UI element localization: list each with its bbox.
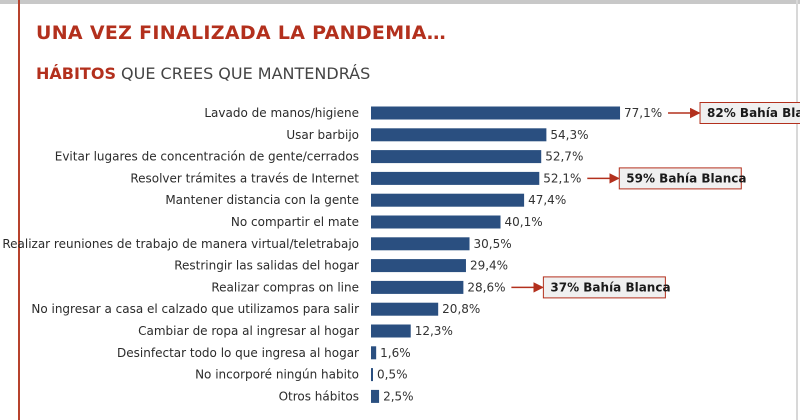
callout-box — [542, 276, 666, 299]
right-border — [796, 0, 798, 420]
value-label: 28,6% — [467, 280, 505, 294]
category-label: Otros hábitos — [279, 389, 359, 403]
category-label: Desinfectar todo lo que ingresa al hogar — [117, 346, 359, 360]
value-label: 47,4% — [528, 193, 566, 207]
bar — [371, 128, 547, 142]
value-label: 40,1% — [505, 215, 543, 229]
category-label: No ingresar a casa el calzado que utiliz… — [31, 302, 359, 316]
bar — [371, 171, 540, 185]
bar — [371, 106, 621, 120]
chart-subtitle: HÁBITOS QUE CREES QUE MANTENDRÁS — [36, 64, 370, 83]
category-label: Lavado de manos/higiene — [204, 106, 359, 120]
bar — [371, 193, 525, 207]
bar — [371, 237, 470, 251]
bar — [371, 302, 439, 316]
value-label: 52,1% — [543, 171, 581, 185]
value-label: 12,3% — [415, 324, 453, 338]
callout-label: 37% Bahía Blanca — [550, 280, 670, 294]
bar — [371, 324, 411, 338]
category-label: No compartir el mate — [231, 215, 359, 229]
value-label: 30,5% — [474, 237, 512, 251]
callout-label: 82% Bahía Blanca — [707, 106, 800, 120]
bar — [371, 259, 466, 273]
category-label: Restringir las salidas del hogar — [174, 259, 359, 273]
top-border — [0, 0, 800, 4]
bar — [371, 215, 501, 229]
value-label: 52,7% — [545, 150, 583, 164]
bar — [371, 346, 377, 360]
callout-box — [699, 102, 800, 124]
bar — [371, 150, 542, 164]
bar — [371, 389, 380, 403]
value-label: 77,1% — [624, 106, 662, 120]
callout-box — [618, 167, 742, 190]
category-label: Cambiar de ropa al ingresar al hogar — [138, 324, 359, 338]
subtitle-bold: HÁBITOS — [36, 64, 116, 83]
value-label: 20,8% — [442, 302, 480, 316]
value-label: 54,3% — [550, 128, 588, 142]
category-label: No incorporé ningún habito — [195, 368, 359, 382]
category-label: Usar barbijo — [286, 128, 359, 142]
value-label: 1,6% — [380, 346, 411, 360]
category-label: Evitar lugares de concentración de gente… — [55, 150, 359, 164]
value-label: 0,5% — [377, 368, 408, 382]
value-label: 29,4% — [470, 259, 508, 273]
category-label: Realizar compras on line — [211, 280, 359, 294]
bar — [371, 368, 373, 382]
subtitle-rest: QUE CREES QUE MANTENDRÁS — [115, 64, 371, 83]
category-label: Mantener distancia con la gente — [165, 193, 359, 207]
category-label: Realizar reuniones de trabajo de manera … — [2, 237, 359, 251]
category-label: Resolver trámites a través de Internet — [130, 171, 359, 185]
value-label: 2,5% — [383, 389, 414, 403]
page-title: UNA VEZ FINALIZADA LA PANDEMIA… — [36, 22, 447, 44]
callout-label: 59% Bahía Blanca — [626, 171, 746, 185]
bar — [371, 280, 464, 294]
left-accent-line — [18, 0, 20, 420]
